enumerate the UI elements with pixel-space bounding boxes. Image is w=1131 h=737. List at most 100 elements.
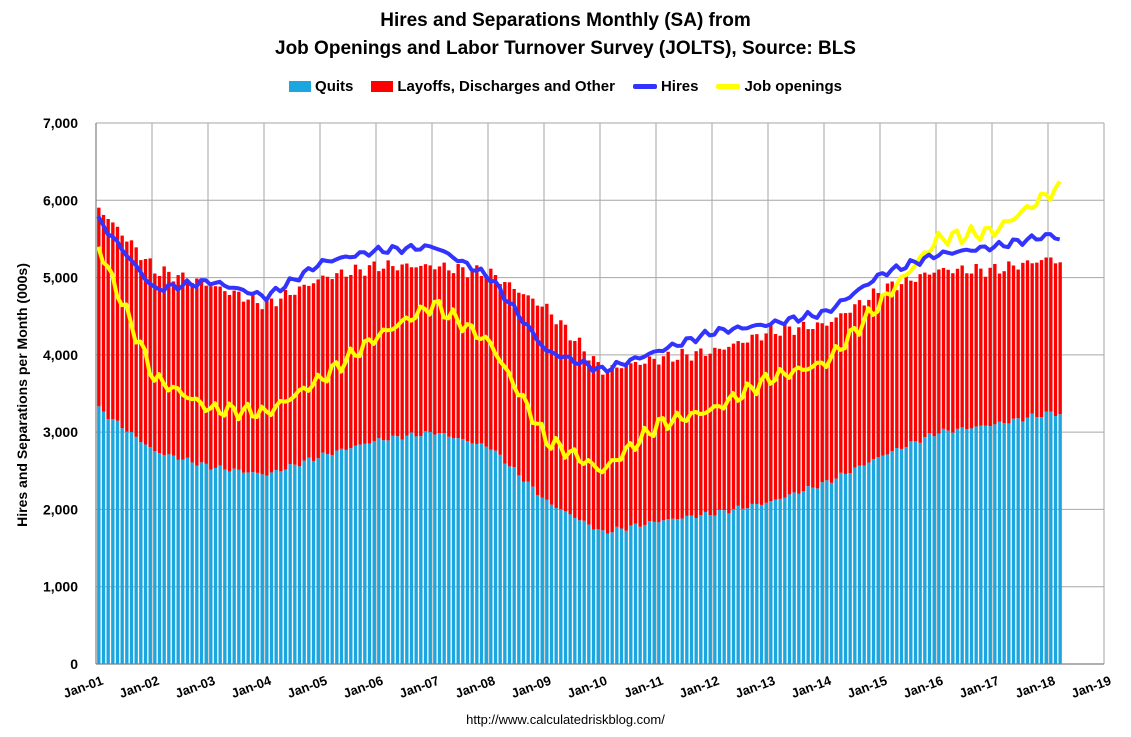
bar-quits — [671, 518, 675, 664]
y-tick-label: 5,000 — [43, 270, 78, 286]
bar-layoffs — [148, 258, 152, 448]
bar-layoffs — [465, 277, 470, 442]
bar-layoffs — [680, 348, 684, 519]
bar-layoffs — [153, 273, 157, 452]
bar-layoffs — [895, 290, 899, 449]
bar-quits — [675, 519, 680, 664]
bar-quits — [199, 462, 204, 664]
chart-legend: Quits Layoffs, Discharges and Other Hire… — [0, 78, 1131, 95]
bar-layoffs — [657, 364, 661, 523]
bar-quits — [736, 505, 740, 664]
bar-layoffs — [811, 329, 815, 488]
bar-layoffs — [638, 364, 642, 527]
bar-layoffs — [97, 207, 101, 407]
bar-layoffs — [783, 324, 787, 498]
bar-quits — [470, 443, 474, 664]
bar-layoffs — [591, 356, 596, 530]
bar-quits — [960, 427, 964, 664]
bar-layoffs — [503, 281, 507, 464]
bar-layoffs — [792, 334, 796, 493]
bar-quits — [932, 436, 936, 664]
bar-quits — [876, 457, 880, 664]
bar-layoffs — [489, 268, 493, 450]
bar-quits — [279, 471, 283, 664]
bar-layoffs — [447, 270, 451, 437]
bar-layoffs — [535, 305, 540, 495]
bar-layoffs — [960, 265, 964, 428]
bar-layoffs — [129, 240, 134, 433]
bar-quits — [722, 510, 726, 664]
bar-quits — [787, 494, 792, 664]
x-tick-label: Jan-16 — [901, 673, 945, 701]
legend-swatch-hires — [632, 84, 657, 89]
bar-quits — [699, 515, 703, 664]
bar-quits — [391, 435, 395, 664]
bar-quits — [825, 480, 829, 664]
bar-quits — [708, 515, 712, 664]
bar-quits — [507, 466, 512, 664]
bar-quits — [862, 465, 866, 664]
bar-layoffs — [694, 351, 698, 518]
bar-layoffs — [857, 300, 862, 466]
bar-quits — [503, 463, 507, 664]
bar-quits — [311, 460, 316, 664]
bar-quits — [162, 454, 166, 664]
bar-quits — [848, 473, 852, 664]
bar-quits — [111, 419, 115, 664]
bar-quits — [829, 482, 834, 664]
bar-layoffs — [853, 304, 857, 468]
bar-quits — [335, 450, 339, 664]
bar-layoffs — [913, 281, 918, 442]
bar-quits — [1053, 416, 1058, 664]
bar-quits — [717, 509, 722, 664]
bar-quits — [484, 446, 488, 664]
bar-quits — [797, 493, 801, 664]
bar-quits — [685, 515, 689, 664]
bar-layoffs — [605, 370, 610, 534]
bar-quits — [881, 455, 885, 664]
bar-layoffs — [778, 335, 782, 499]
y-tick-label: 4,000 — [43, 347, 78, 363]
bar-quits — [923, 437, 927, 664]
bar-quits — [619, 528, 624, 664]
bar-layoffs — [983, 276, 988, 426]
bar-layoffs — [577, 337, 582, 521]
bar-layoffs — [274, 306, 278, 470]
bar-quits — [330, 455, 334, 664]
bar-layoffs — [405, 263, 409, 436]
bar-quits — [153, 451, 157, 664]
bar-layoffs — [722, 349, 726, 511]
bar-quits — [577, 520, 582, 664]
source-url[interactable]: http://www.calculatedriskblog.com/ — [466, 712, 665, 727]
bar-layoffs — [423, 264, 428, 431]
bar-quits — [801, 491, 806, 664]
bar-layoffs — [549, 314, 554, 505]
bar-layoffs — [675, 359, 680, 520]
bar-quits — [321, 452, 325, 664]
bar-layoffs — [619, 368, 624, 529]
bar-quits — [414, 436, 418, 664]
bar-layoffs — [876, 292, 880, 458]
bar-layoffs — [797, 327, 801, 494]
bar-layoffs — [862, 305, 866, 466]
bar-layoffs — [260, 309, 264, 475]
bar-quits — [1049, 411, 1053, 664]
bar-layoffs — [769, 325, 773, 502]
bar-layoffs — [671, 361, 675, 519]
bar-layoffs — [867, 299, 871, 463]
bar-quits — [1021, 421, 1025, 664]
bar-layoffs — [181, 272, 185, 460]
bar-layoffs — [773, 334, 778, 500]
bar-quits — [587, 524, 591, 664]
bar-layoffs — [652, 358, 656, 522]
bar-quits — [139, 442, 143, 664]
bar-quits — [405, 435, 409, 664]
bar-quits — [755, 503, 759, 664]
x-tick-label: Jan-11 — [622, 673, 665, 701]
bar-quits — [1002, 423, 1006, 664]
bar-quits — [283, 469, 288, 664]
bar-quits — [465, 441, 470, 664]
bar-layoffs — [283, 290, 288, 470]
bar-quits — [951, 432, 955, 664]
bar-layoffs — [815, 322, 820, 489]
